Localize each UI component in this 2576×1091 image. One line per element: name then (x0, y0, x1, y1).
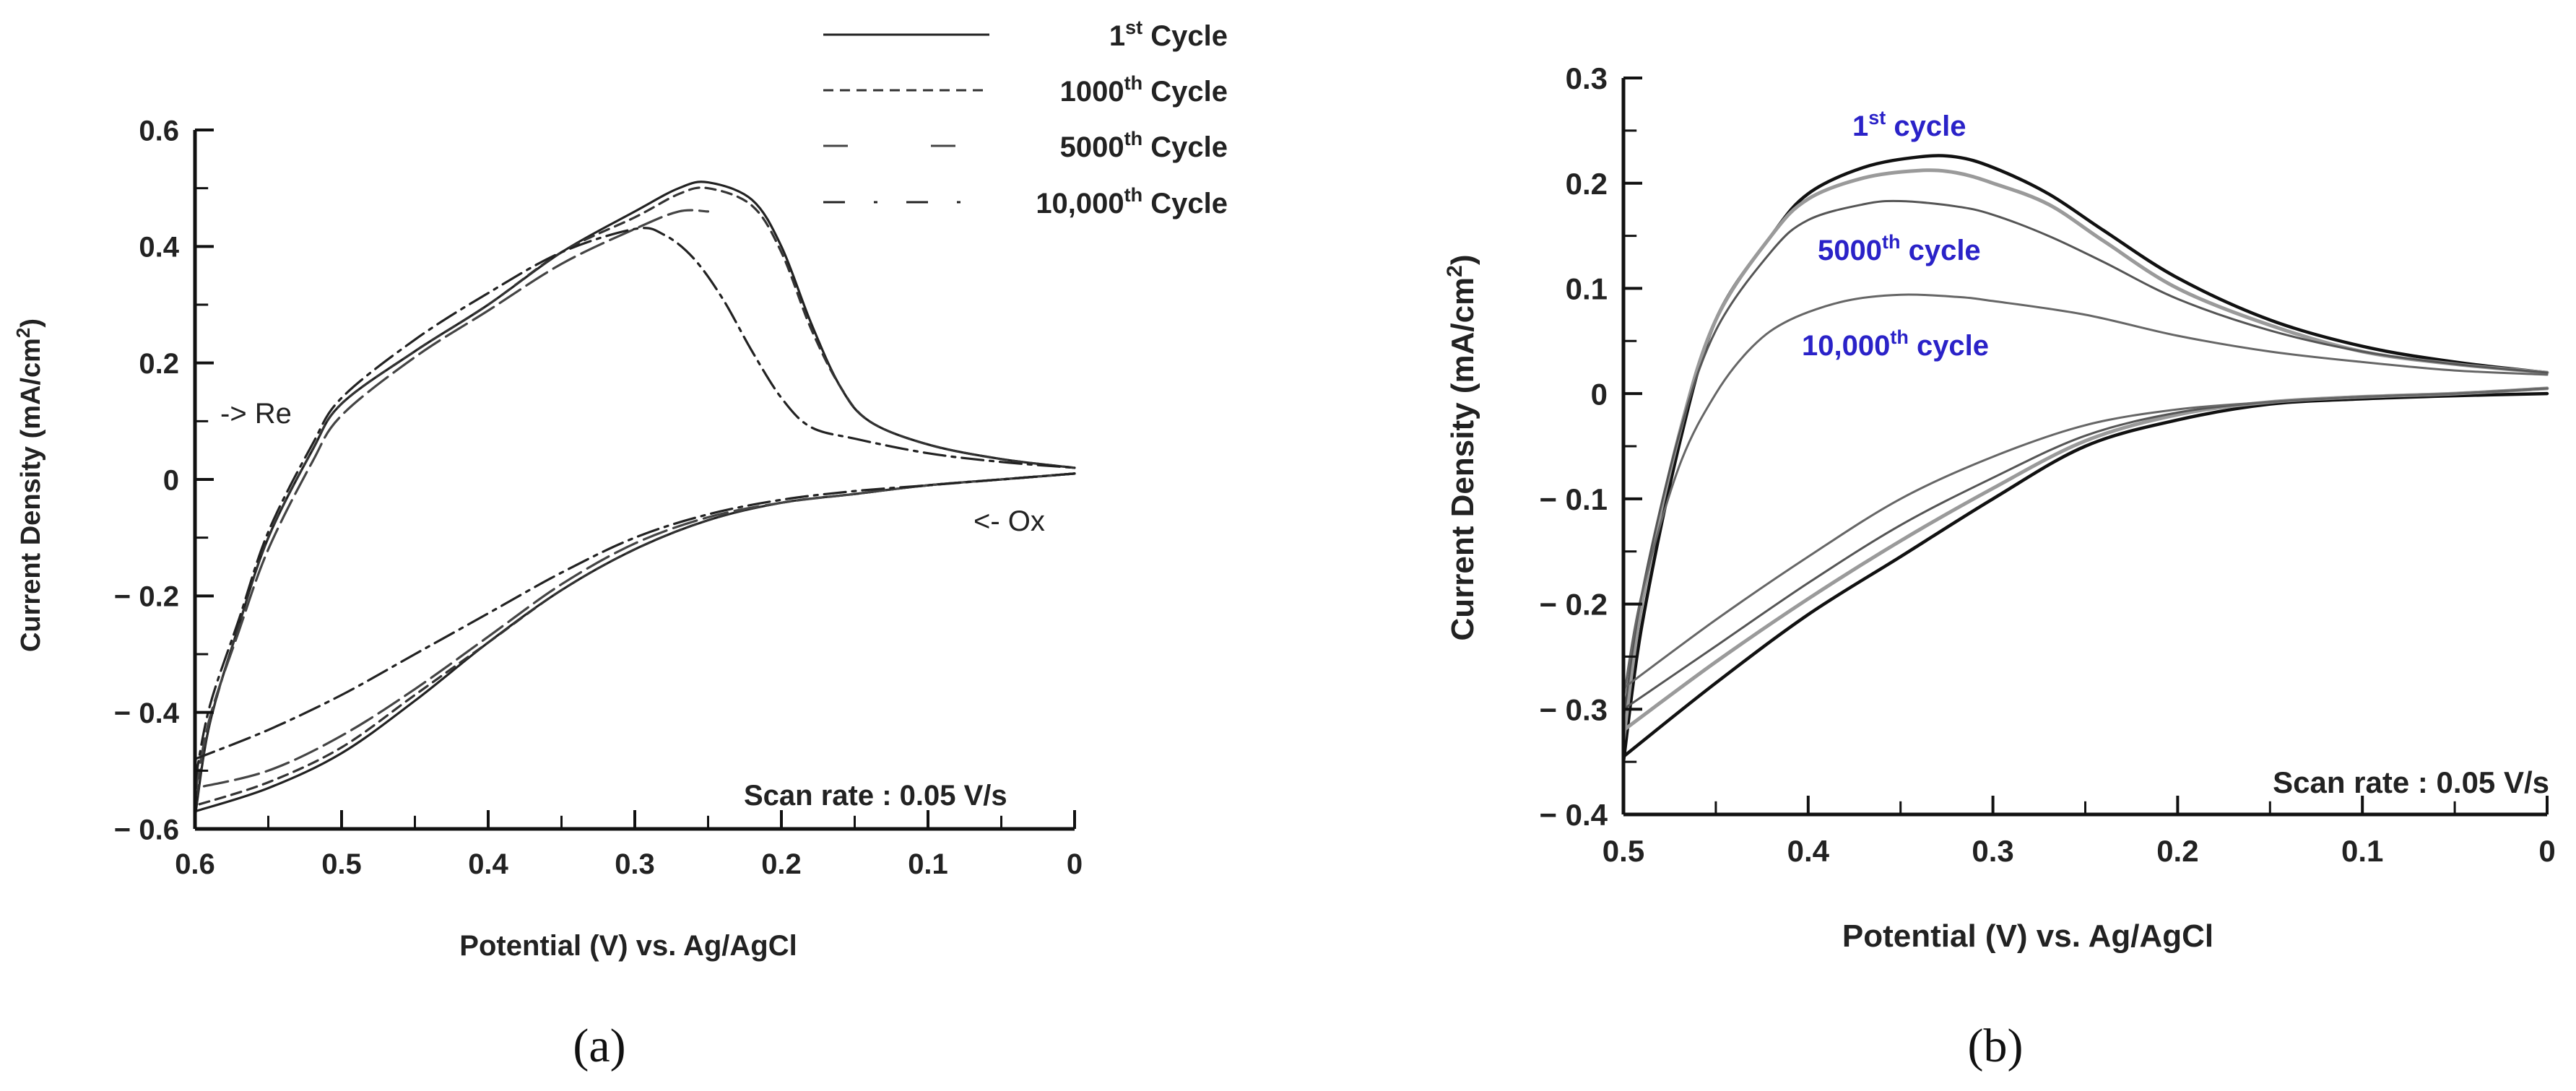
panel-b-series-10-000th-cycle-anodic (1622, 293, 2549, 700)
panel-b-scan-rate-label: Scan rate : 0.05 V/s (2273, 765, 2549, 799)
panel-a-series-1000th-cycle-cathodic (194, 472, 1076, 807)
oxidation-annotation: <- Ox (973, 505, 1045, 537)
panel-a-scan-rate-label: Scan rate : 0.05 V/s (744, 780, 1007, 812)
panel-a-y-tick-label: 0 (163, 464, 179, 496)
label-1st-cycle: 1st cycle (1852, 107, 1966, 142)
panel-a-x-tick-label: 0 (1067, 848, 1083, 880)
panel-b-x-tick-label: 0 (2538, 834, 2555, 868)
panel-b-y-tick-label: − 0.3 (1539, 692, 1608, 726)
panel-b-series-1st-cycle-cathodic (1621, 391, 2549, 759)
panel-b-y-tick-label: 0.2 (1566, 167, 1608, 201)
panel-a-chart: 0.60.40.20− 0.2− 0.4− 0.60.6 0.5 0.4 0.3 0.2… (12, 17, 1228, 1072)
panel-a-y-tick-label: 0.6 (139, 115, 179, 147)
legend-label-cycle-10000: 10,000th Cycle (1036, 184, 1228, 219)
panel-b-y-tick-label: − 0.1 (1539, 482, 1608, 516)
panel-a-axes (193, 129, 1076, 831)
panel-a-x-tick-label: 0.3 (615, 848, 655, 880)
panel-a-x-tick-label: 0.6 (175, 848, 215, 880)
reduction-annotation: -> Re (220, 398, 292, 430)
panel-a-caption: (a) (573, 1020, 625, 1072)
panel-b-y-tick-label: 0 (1591, 377, 1608, 411)
panel-b-caption: (b) (1968, 1020, 2024, 1072)
panel-a-y-tick-label: − 0.6 (114, 814, 179, 846)
label-10000th-cycle: 10,000th cycle (1802, 326, 1989, 362)
panel-b-x-tick-label: 0.3 (1972, 834, 2013, 868)
panel-a-series-5000th-cycle-anodic (194, 209, 710, 796)
panel-a-series-1000th-cycle-anodic (194, 186, 1076, 813)
panel-b-chart: 0.3 0.2 0.1 0 − 0.1 − 0.2 − 0.3 − 0.40.5 0.4 0.3 0… (1443, 61, 2556, 1072)
panel-a-y-axis-title: Current Density (mA/cm2) (12, 318, 46, 652)
panel-a-tick-labels: 0.60.40.20− 0.2− 0.4− 0.60.6 0.5 0.4 0.3 0.2… (114, 115, 1083, 880)
panel-b-x-tick-label: 0.1 (2341, 834, 2383, 868)
panel-b-series-group (1621, 154, 2549, 764)
panel-b-tick-labels: 0.3 0.2 0.1 0 − 0.1 − 0.2 − 0.3 − 0.40.5 0.4 0.3 0… (1539, 61, 2555, 868)
legend-label-cycle-1: 1st Cycle (1109, 17, 1228, 52)
panel-a-series-10-000th-cycle-anodic (194, 227, 1076, 784)
panel-b-x-tick-label: 0.4 (1787, 834, 1830, 868)
legend-label-cycle-1000: 1000th Cycle (1060, 72, 1228, 108)
panel-b-y-tick-label: 0.3 (1566, 61, 1608, 95)
panel-a-y-tick-label: − 0.2 (114, 581, 179, 613)
panel-a-y-tick-label: − 0.4 (114, 697, 180, 729)
panel-b-y-tick-label: − 0.2 (1539, 588, 1608, 622)
panel-b-x-tick-label: 0.5 (1603, 834, 1644, 868)
panel-b-x-tick-label: 0.2 (2156, 834, 2198, 868)
panel-b-y-tick-label: − 0.4 (1539, 798, 1608, 832)
panel-a-x-tick-label: 0.4 (468, 848, 508, 880)
panel-a-y-tick-label: 0.4 (139, 232, 179, 264)
panel-a-x-tick-label: 0.5 (321, 848, 362, 880)
panel-b-series-10-000th-cycle-cathodic (1622, 387, 2549, 690)
panel-a-x-axis-title: Potential (V) vs. Ag/AgCl (459, 930, 797, 962)
panel-a-x-tick-label: 0.1 (908, 848, 948, 880)
panel-b-y-tick-label: 0.1 (1566, 272, 1608, 306)
panel-b-x-axis-title: Potential (V) vs. Ag/AgCl (1842, 918, 2213, 954)
panel-a-x-tick-label: 0.2 (761, 848, 802, 880)
panel-a-y-tick-label: 0.2 (139, 348, 179, 380)
panel-a-legend: 1st Cycle 1000th Cycle 5000th Cycle 10,0… (823, 17, 1228, 219)
legend-label-cycle-5000: 5000th Cycle (1060, 128, 1228, 163)
panel-a-series-group (194, 181, 1076, 819)
panel-b-y-axis-title: Current Density (mA/cm2) (1443, 254, 1480, 640)
panel-b-axes (1621, 77, 2549, 817)
label-5000th-cycle: 5000th cycle (1818, 231, 1981, 266)
panel-b-series-1st-cycle-anodic (1621, 154, 2549, 764)
panel-a-series-10-000th-cycle-cathodic (194, 472, 1076, 760)
panel-b-series-5000th-cycle-anodic (1622, 199, 2549, 721)
